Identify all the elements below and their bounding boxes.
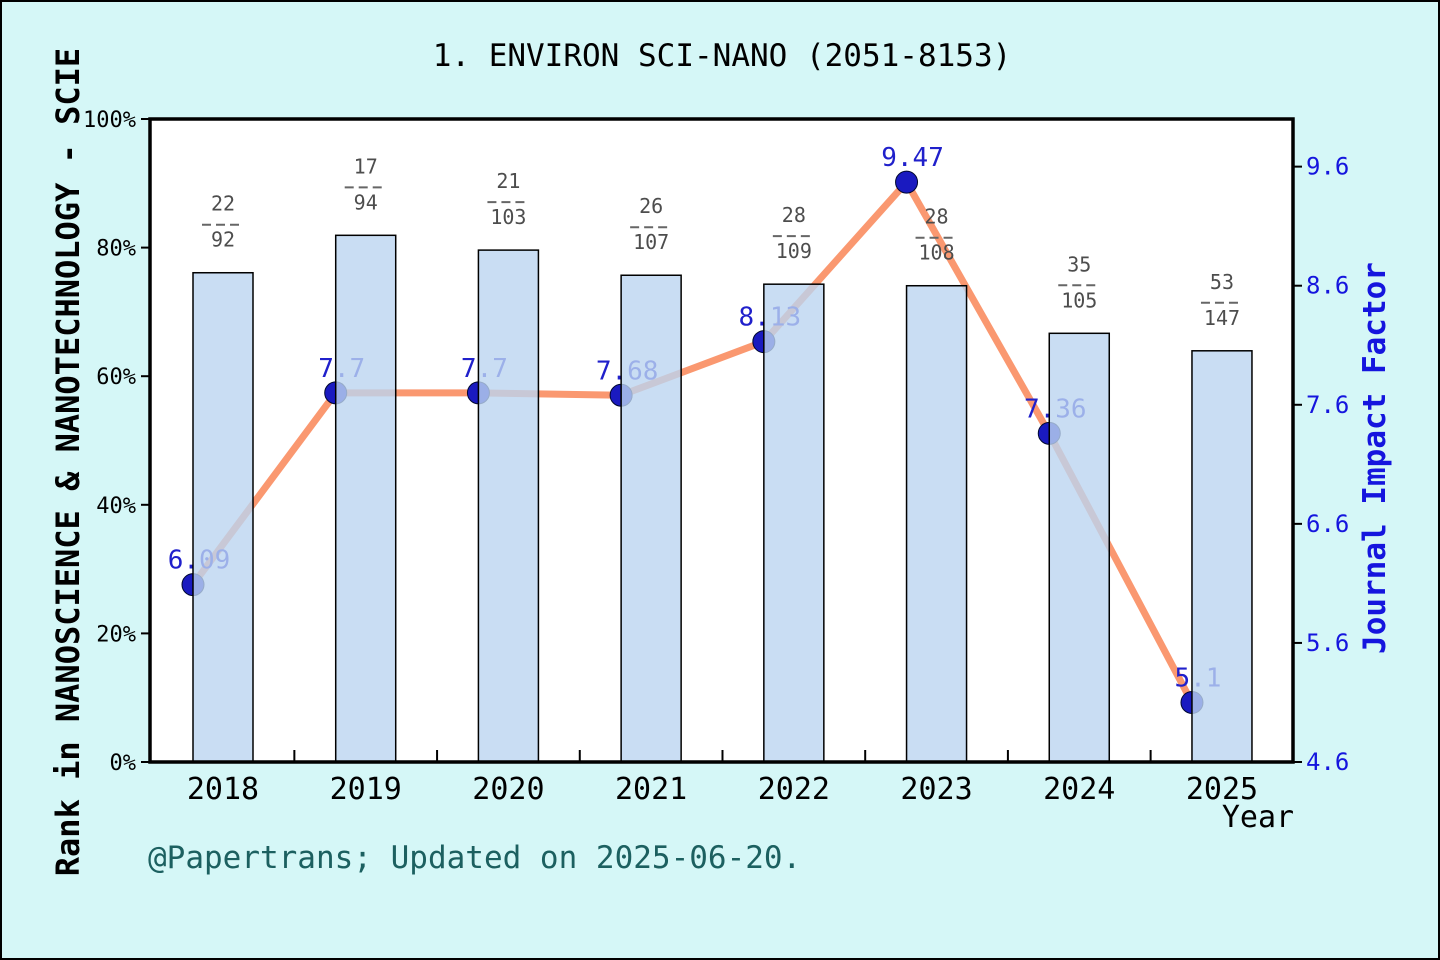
x-axis-year-label: 2025	[1186, 772, 1258, 807]
left-axis-tick-label: 80%	[96, 237, 136, 262]
rank-fraction-denominator: 105	[1061, 288, 1097, 312]
plot-border	[148, 117, 1295, 764]
rank-fraction-numerator: 53	[1210, 270, 1234, 294]
right-axis-tick-label: 8.6	[1306, 272, 1349, 300]
left-axis-tick-label: 0%	[110, 751, 137, 776]
rank-bar	[763, 283, 825, 763]
x-axis-year-label: 2024	[1043, 772, 1115, 807]
rank-bar	[905, 284, 968, 763]
rank-fraction-numerator: 28	[925, 205, 949, 229]
rank-fraction-denominator: 94	[354, 190, 378, 214]
left-axis-tick-label: 60%	[96, 365, 136, 390]
left-axis-tick-label: 100%	[83, 108, 136, 133]
line-point	[895, 170, 919, 194]
x-axis-title: Year	[1221, 800, 1295, 835]
x-axis-year-label: 2023	[900, 772, 972, 807]
x-axis-year-label: 2019	[330, 772, 402, 807]
rank-fraction-numerator: 35	[1067, 252, 1091, 276]
rank-bar	[334, 234, 397, 763]
rank-fraction-denominator: 107	[633, 230, 669, 254]
rank-bar	[1048, 332, 1111, 763]
rank-fraction-numerator: 26	[639, 194, 663, 218]
rank-fraction-denominator: 147	[1204, 306, 1240, 330]
right-axis-tick-label: 9.6	[1306, 153, 1349, 181]
rank-fraction-denominator: 109	[776, 239, 812, 263]
rank-bar	[1191, 350, 1253, 763]
right-axis-tick-label: 6.6	[1306, 510, 1349, 538]
x-axis-year-label: 2021	[615, 772, 687, 807]
right-axis-tick-label: 4.6	[1306, 748, 1349, 776]
right-axis-tick-label: 5.6	[1306, 629, 1349, 657]
point-label: 9.47	[881, 143, 944, 173]
rank-bar	[477, 249, 540, 763]
rank-fraction-numerator: 17	[354, 154, 378, 178]
left-axis-tick-label: 40%	[96, 494, 136, 519]
left-axis-tick-label: 20%	[96, 622, 136, 647]
rank-fraction-denominator: 103	[490, 205, 526, 229]
rank-fraction-denominator: 108	[918, 241, 954, 265]
left-axis-title: Rank in NANOSCIENCE & NANOTECHNOLOGY - S…	[49, 47, 87, 877]
rank-bar	[192, 271, 254, 763]
footer-credit: @Papertrans; Updated on 2025-06-20.	[148, 840, 802, 876]
x-axis-year-label: 2018	[187, 772, 259, 807]
x-axis-year-label: 2022	[758, 772, 830, 807]
rank-fraction-numerator: 28	[782, 203, 806, 227]
x-axis-year-label: 2020	[472, 772, 544, 807]
right-axis-tick-label: 7.6	[1306, 391, 1349, 419]
rank-bar	[620, 274, 682, 763]
rank-fraction-numerator: 22	[211, 192, 235, 216]
right-axis-title: Journal Impact Factor	[1357, 262, 1393, 654]
plot-background	[150, 119, 1293, 762]
rank-fraction-numerator: 21	[496, 169, 520, 193]
chart-title: 1. ENVIRON SCI-NANO (2051-8153)	[432, 38, 1012, 74]
rank-fraction-denominator: 92	[211, 228, 235, 252]
